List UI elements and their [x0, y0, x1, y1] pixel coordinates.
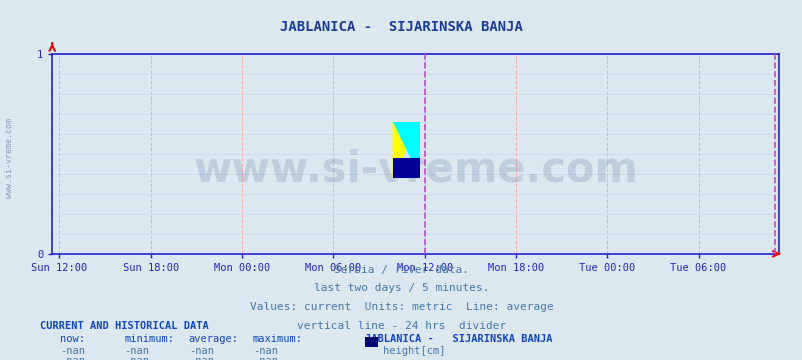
Text: now:: now:: [60, 334, 85, 344]
Text: -nan: -nan: [124, 346, 149, 356]
Text: JABLANICA -  SIJARINSKA BANJA: JABLANICA - SIJARINSKA BANJA: [280, 20, 522, 34]
Text: JABLANICA -   SIJARINSKA BANJA: JABLANICA - SIJARINSKA BANJA: [365, 334, 552, 344]
Text: vertical line - 24 hrs  divider: vertical line - 24 hrs divider: [297, 321, 505, 331]
Polygon shape: [392, 158, 419, 178]
Polygon shape: [392, 122, 419, 178]
Text: -nan: -nan: [253, 356, 277, 360]
Text: -nan: -nan: [188, 356, 213, 360]
Text: average:: average:: [188, 334, 238, 344]
Text: -nan: -nan: [60, 356, 85, 360]
Polygon shape: [392, 122, 419, 178]
Text: Serbia / river data.: Serbia / river data.: [334, 265, 468, 275]
Text: height[cm]: height[cm]: [383, 346, 445, 356]
Text: -nan: -nan: [60, 346, 85, 356]
Text: -nan: -nan: [253, 346, 277, 356]
Text: last two days / 5 minutes.: last two days / 5 minutes.: [314, 283, 488, 293]
Text: www.si-vreme.com: www.si-vreme.com: [192, 149, 638, 191]
Text: -nan: -nan: [188, 346, 213, 356]
Text: www.si-vreme.com: www.si-vreme.com: [5, 118, 14, 198]
Text: Values: current  Units: metric  Line: average: Values: current Units: metric Line: aver…: [249, 302, 553, 312]
Text: CURRENT AND HISTORICAL DATA: CURRENT AND HISTORICAL DATA: [40, 321, 209, 331]
Text: maximum:: maximum:: [253, 334, 302, 344]
Text: minimum:: minimum:: [124, 334, 174, 344]
Text: -nan: -nan: [124, 356, 149, 360]
